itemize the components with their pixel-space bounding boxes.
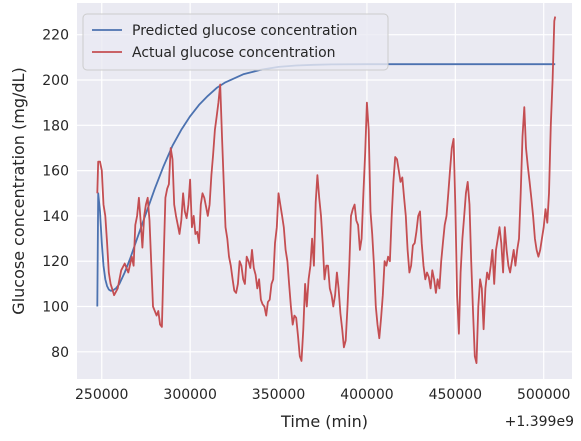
x-tick-label: 350000: [252, 387, 305, 403]
x-tick-label: 450000: [429, 387, 482, 403]
x-tick-label: 250000: [75, 387, 128, 403]
y-axis-label: Glucose concentration (mg/dL): [9, 67, 28, 314]
legend-label-actual: Actual glucose concentration: [132, 45, 336, 61]
y-tick-label: 120: [42, 254, 69, 270]
legend-box: [82, 13, 389, 71]
y-tick-label: 220: [42, 28, 69, 44]
y-tick-label: 180: [42, 118, 69, 134]
x-tick-label: 400000: [340, 387, 393, 403]
x-tick-labels: 250000 300000 350000 400000 450000 500000: [75, 387, 570, 403]
y-tick-label: 100: [42, 300, 69, 316]
legend: Predicted glucose concentration Actual g…: [82, 13, 389, 71]
y-tick-label: 80: [51, 345, 69, 361]
y-tick-label: 200: [42, 73, 69, 89]
legend-label-predicted: Predicted glucose concentration: [132, 23, 357, 39]
y-tick-label: 160: [42, 164, 69, 180]
y-tick-label: 140: [42, 209, 69, 225]
x-tick-label: 500000: [517, 387, 570, 403]
x-axis-label: Time (min): [280, 412, 368, 431]
x-offset-label: +1.399e9: [505, 414, 574, 430]
x-tick-label: 300000: [163, 387, 216, 403]
actual-glucose-line: [96, 16, 557, 364]
y-tick-labels: 80 100 120 140 160 180 200 220: [42, 28, 69, 361]
